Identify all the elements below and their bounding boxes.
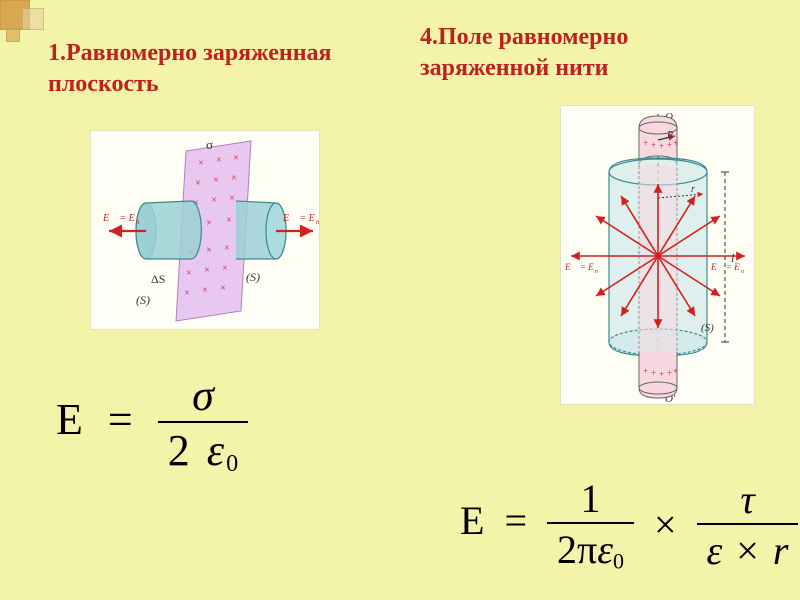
svg-text:×: × xyxy=(198,158,204,169)
svg-text:+: + xyxy=(667,368,672,378)
formula-eps-sub: 0 xyxy=(226,450,238,477)
frac1-eps-sub: 0 xyxy=(613,549,624,574)
svg-text:+: + xyxy=(673,138,678,148)
svg-text:(S): (S) xyxy=(701,322,714,334)
svg-text:n: n xyxy=(741,269,744,275)
formula-lhs-r: E xyxy=(460,498,484,543)
frac2-tau: τ xyxy=(740,477,754,522)
svg-text:×: × xyxy=(216,155,222,166)
section-title-right: 4.Поле равномерно заряженной нити xyxy=(420,22,760,84)
formula-fraction-2: τ ε × r xyxy=(697,476,799,574)
formula-eps: ε xyxy=(201,426,226,475)
svg-text:×: × xyxy=(211,195,217,206)
svg-text:×: × xyxy=(220,283,226,294)
svg-text:σ: σ xyxy=(206,137,213,152)
formula-thread: E = 1 2πε0 × τ ε × r xyxy=(460,475,798,575)
svg-text:(S): (S) xyxy=(136,293,150,307)
formula-eq: = xyxy=(94,395,147,444)
frac1-2pi: 2π xyxy=(557,527,597,572)
formula-plane: E = σ 2 ε0 xyxy=(56,370,248,478)
formula-fraction-1: 1 2πε0 xyxy=(547,475,634,575)
decor-square xyxy=(22,8,44,30)
frac1-num: 1 xyxy=(547,475,634,522)
svg-text:×: × xyxy=(224,243,230,254)
decor-square xyxy=(6,28,20,42)
svg-text:n: n xyxy=(136,218,140,226)
svg-text:×: × xyxy=(206,218,212,229)
svg-text:×: × xyxy=(231,173,237,184)
svg-text:R: R xyxy=(666,130,673,141)
svg-text:+: + xyxy=(667,140,672,150)
frac2-r: r xyxy=(773,528,789,573)
formula-fraction: σ 2 ε0 xyxy=(158,370,248,478)
svg-text:n: n xyxy=(595,269,598,275)
formula-lhs: E xyxy=(56,395,83,444)
frac2-eps: ε xyxy=(707,528,723,573)
svg-text:×: × xyxy=(222,263,228,274)
frac1-eps: ε xyxy=(597,527,613,572)
svg-text:×: × xyxy=(229,193,235,204)
svg-text:ΔS: ΔS xyxy=(151,272,165,286)
svg-text:×: × xyxy=(202,285,208,296)
svg-text:n: n xyxy=(316,218,320,226)
svg-text:×: × xyxy=(233,153,239,164)
svg-text:×: × xyxy=(204,265,210,276)
svg-text:+: + xyxy=(659,141,664,151)
section-title-left: 1.Равномерно заряженная плоскость xyxy=(48,38,388,100)
formula-eq-r: = xyxy=(494,498,537,543)
svg-text:×: × xyxy=(195,178,201,189)
svg-text:+: + xyxy=(659,369,664,379)
svg-text:+: + xyxy=(651,140,656,150)
svg-text:(S): (S) xyxy=(246,270,260,284)
figure-charged-thread: O O′ +++++ +++++ R r l (S) E⃗ = xyxy=(560,105,755,405)
figure-charged-plane: ××× ××× ××× ×× ××× ××× ××× σ ΔS (S) (S) … xyxy=(90,130,320,330)
svg-text:×: × xyxy=(206,245,212,256)
formula-sigma: σ xyxy=(192,371,214,420)
frac2-times: × xyxy=(732,528,763,573)
svg-text:+: + xyxy=(643,366,648,376)
svg-text:×: × xyxy=(186,268,192,279)
svg-text:+: + xyxy=(673,366,678,376)
svg-text:×: × xyxy=(226,215,232,226)
svg-text:×: × xyxy=(213,175,219,186)
svg-text:×: × xyxy=(184,288,190,299)
svg-text:+: + xyxy=(643,138,648,148)
formula-two: 2 xyxy=(168,426,190,475)
svg-text:r: r xyxy=(691,184,695,195)
svg-text:+: + xyxy=(651,368,656,378)
formula-times: × xyxy=(644,502,687,547)
